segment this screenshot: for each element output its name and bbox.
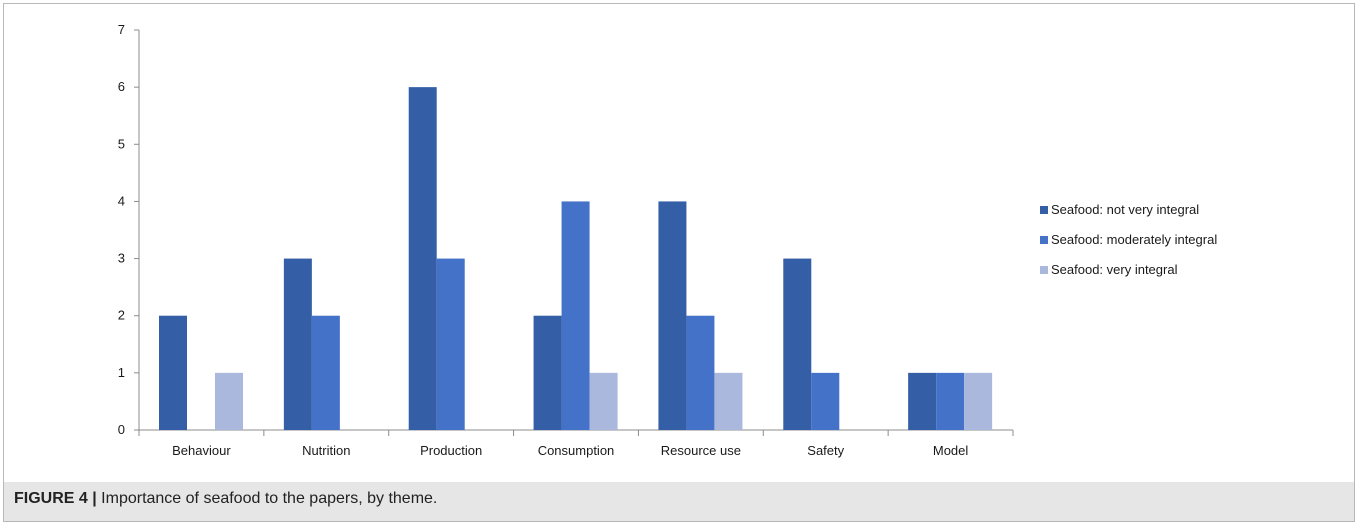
figure-caption: FIGURE 4 | Importance of seafood to the …: [14, 490, 437, 508]
bar-1-resource-use: [658, 201, 687, 430]
y-tick-label: 6: [118, 79, 125, 94]
bar-1-nutrition: [283, 258, 312, 430]
y-tick-label: 4: [118, 193, 125, 208]
legend-swatch: [1040, 236, 1048, 244]
x-tick-label: Behaviour: [172, 443, 231, 458]
x-tick-label: Resource use: [661, 443, 741, 458]
x-tick-label: Safety: [807, 443, 844, 458]
x-tick-label: Consumption: [538, 443, 615, 458]
bar-1-production: [408, 87, 437, 431]
x-tick-label: Model: [933, 443, 969, 458]
legend-label: Seafood: moderately integral: [1051, 232, 1217, 247]
bar-2-nutrition: [311, 315, 340, 430]
bar-3-resource-use: [714, 372, 743, 430]
x-axis: Behaviour Nutrition Production Consumption R…: [138, 429, 1014, 458]
bar-1-safety: [783, 258, 812, 430]
bar-3-consumption: [589, 372, 618, 430]
bar-1-model: [908, 372, 937, 430]
y-tick-label: 3: [118, 251, 125, 266]
caption-label: FIGURE 4 |: [14, 490, 97, 507]
bar-2-model: [936, 372, 965, 430]
x-tick-label: Nutrition: [302, 443, 350, 458]
caption-band: [4, 482, 1354, 521]
bar-2-consumption: [561, 201, 590, 430]
legend-swatch: [1040, 266, 1048, 274]
bar-2-safety: [811, 372, 840, 430]
bar-1-consumption: [533, 315, 562, 430]
y-tick-label: 7: [118, 22, 125, 37]
x-tick-label: Production: [420, 443, 482, 458]
caption-text: Importance of seafood to the papers, by …: [96, 490, 438, 507]
bar-2-resource-use: [686, 315, 715, 430]
legend-label: Seafood: very integral: [1051, 262, 1178, 277]
legend-swatch: [1040, 206, 1048, 214]
y-tick-label: 5: [118, 136, 125, 151]
bar-3-behaviour: [215, 372, 243, 430]
bars: [159, 87, 993, 431]
bar-1-behaviour: [159, 315, 187, 430]
y-tick-label: 1: [118, 365, 125, 380]
y-tick-label: 0: [118, 422, 125, 437]
legend: Seafood: not very integral Seafood: moder…: [1040, 202, 1217, 277]
y-axis: 0 1 2 3 4 5 6 7: [118, 22, 140, 437]
legend-label: Seafood: not very integral: [1051, 202, 1199, 217]
bar-3-model: [964, 372, 993, 430]
bar-2-production: [436, 258, 465, 430]
y-tick-label: 2: [118, 308, 125, 323]
